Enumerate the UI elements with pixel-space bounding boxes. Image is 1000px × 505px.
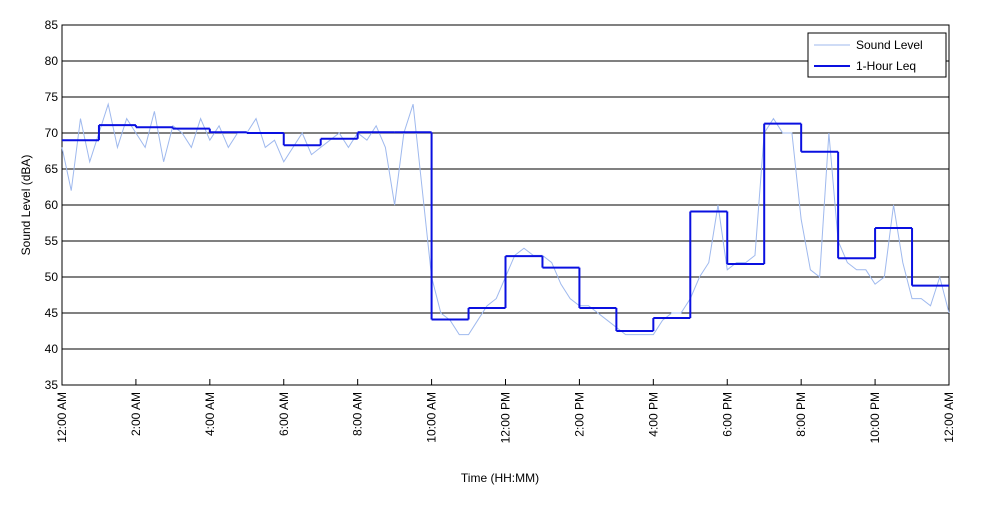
- x-axis-label: Time (HH:MM): [461, 471, 539, 485]
- y-axis-label: Sound Level (dBA): [19, 155, 33, 256]
- x-tick-label: 10:00 PM: [868, 392, 882, 443]
- x-tick-label: 4:00 PM: [646, 392, 660, 437]
- y-tick-label: 55: [45, 234, 59, 248]
- legend-label: 1-Hour Leq: [856, 59, 916, 73]
- y-tick-label: 60: [45, 198, 59, 212]
- x-tick-label: 6:00 AM: [277, 392, 291, 436]
- y-tick-label: 75: [45, 90, 59, 104]
- x-tick-label: 8:00 PM: [794, 392, 808, 437]
- y-tick-label: 45: [45, 306, 59, 320]
- x-tick-label: 2:00 AM: [129, 392, 143, 436]
- y-tick-label: 85: [45, 18, 59, 32]
- y-tick-label: 80: [45, 54, 59, 68]
- x-tick-label: 8:00 AM: [351, 392, 365, 436]
- y-tick-label: 50: [45, 270, 59, 284]
- x-tick-label: 12:00 AM: [55, 392, 69, 443]
- x-tick-label: 4:00 AM: [203, 392, 217, 436]
- x-tick-label: 2:00 PM: [572, 392, 586, 437]
- y-tick-label: 70: [45, 126, 59, 140]
- y-tick-label: 40: [45, 342, 59, 356]
- y-tick-label: 35: [45, 378, 59, 392]
- x-tick-label: 6:00 PM: [720, 392, 734, 437]
- x-tick-label: 12:00 PM: [499, 392, 513, 443]
- y-tick-label: 65: [45, 162, 59, 176]
- x-tick-label: 10:00 AM: [425, 392, 439, 443]
- legend-label: Sound Level: [856, 38, 923, 52]
- legend-box: [807, 32, 947, 78]
- x-tick-label: 12:00 AM: [942, 392, 956, 443]
